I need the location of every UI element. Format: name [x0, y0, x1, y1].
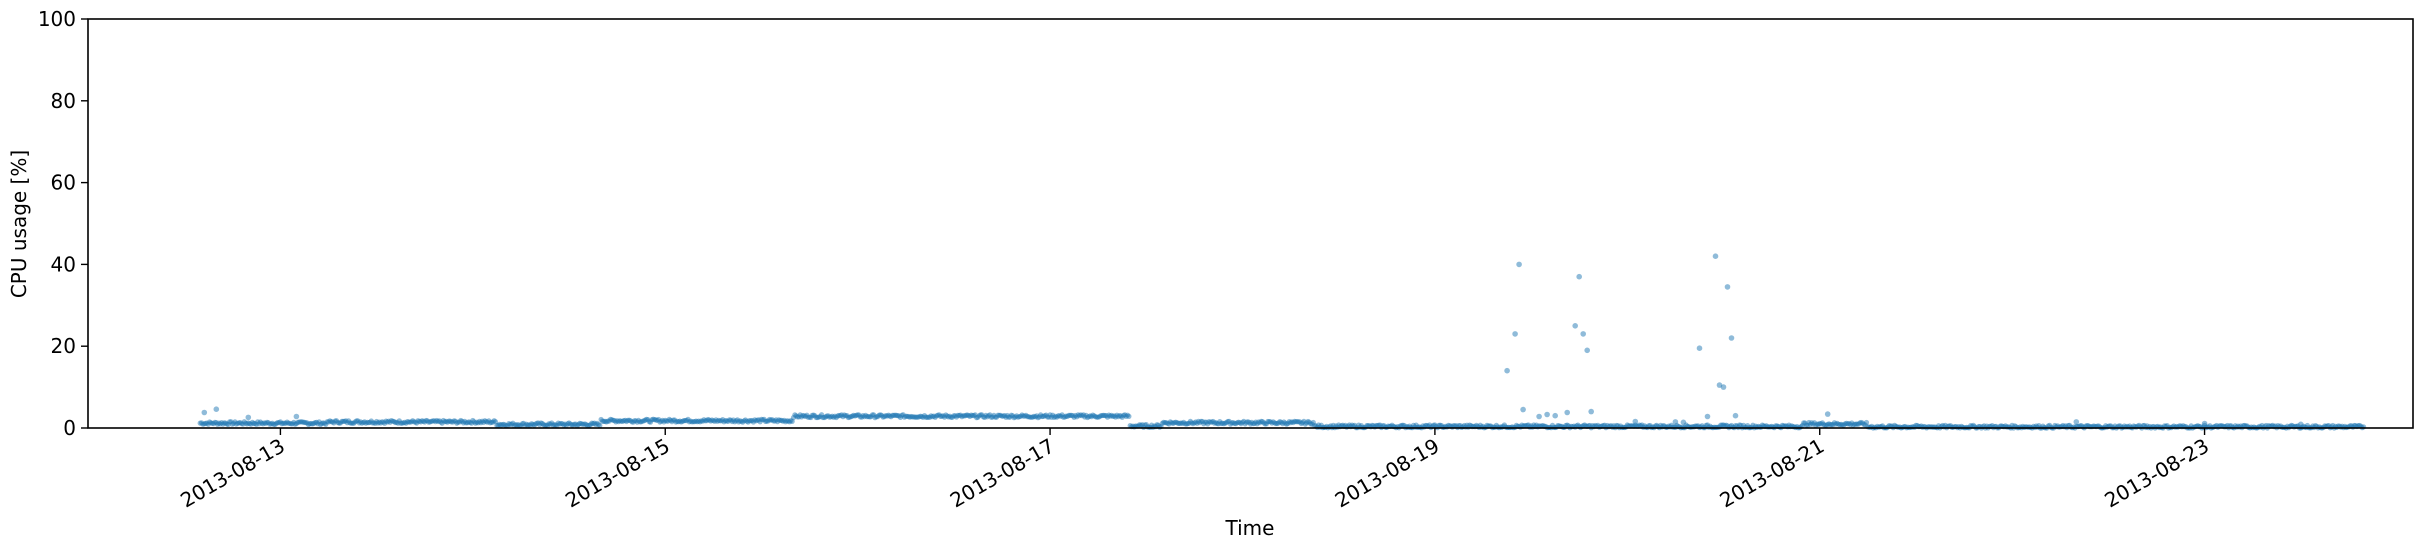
data-point-outlier [1824, 411, 1831, 417]
data-point-outlier [1704, 413, 1711, 420]
x-tick-label: 2013-08-17 [946, 434, 1059, 513]
plot-area-frame [87, 18, 2414, 429]
data-points-layer [197, 253, 2367, 431]
data-point-outlier [1552, 412, 1558, 419]
x-axis: 2013-08-13 2013-08-15 2013-08-17 2013-08-19… [176, 428, 2213, 512]
data-point [1863, 419, 1870, 426]
data-point-outlier [1712, 253, 1719, 259]
x-tick-label: 2013-08-21 [1716, 434, 1829, 513]
y-tick-label: 60 [51, 171, 76, 195]
data-point-outlier [2201, 420, 2208, 427]
data-point-outlier [1632, 418, 1639, 425]
data-point-outlier [1504, 367, 1510, 374]
data-point-outlier [2298, 421, 2304, 428]
y-tick-label: 0 [63, 416, 76, 440]
data-point-outlier [213, 406, 220, 413]
data-point-outlier [1672, 419, 1679, 425]
data-point-outlier [1728, 335, 1735, 341]
data-point-outlier [1520, 406, 1526, 413]
data-point-outlier [1564, 409, 1570, 416]
data-point [1126, 413, 1132, 419]
x-axis-label: Time [1225, 516, 1275, 540]
x-tick-label: 2013-08-13 [176, 434, 289, 513]
data-point-outlier [1536, 413, 1542, 420]
y-tick-label: 100 [38, 7, 76, 31]
data-point-outlier [1588, 408, 1594, 415]
data-point-outlier [1576, 273, 1582, 280]
x-tick-label: 2013-08-15 [561, 434, 674, 513]
data-point-outlier [1584, 347, 1590, 354]
data-point-outlier [2073, 419, 2080, 425]
y-axis: 0 20 40 60 80 100 [38, 7, 88, 440]
y-tick-label: 40 [51, 252, 76, 276]
x-tick-label: 2013-08-19 [1331, 434, 1444, 513]
data-point-outlier [1580, 331, 1586, 337]
data-point-outlier [1720, 384, 1727, 390]
data-point [597, 422, 603, 429]
data-point-outlier [1512, 331, 1518, 337]
data-point-outlier [245, 414, 252, 421]
data-point-outlier [1544, 411, 1550, 418]
data-point-outlier [1732, 412, 1739, 419]
data-point-outlier [1696, 345, 1703, 352]
data-point-outlier [1516, 261, 1522, 268]
data-point-outlier [1572, 323, 1578, 329]
data-point-outlier [1724, 284, 1731, 290]
data-point-outlier [1680, 419, 1687, 426]
x-tick-label: 2013-08-23 [2100, 434, 2213, 513]
y-axis-label: CPU usage [%] [7, 150, 31, 298]
y-tick-label: 80 [51, 89, 76, 113]
data-point-outlier [201, 409, 208, 416]
data-point-outlier [293, 413, 300, 420]
y-tick-label: 20 [51, 334, 76, 358]
